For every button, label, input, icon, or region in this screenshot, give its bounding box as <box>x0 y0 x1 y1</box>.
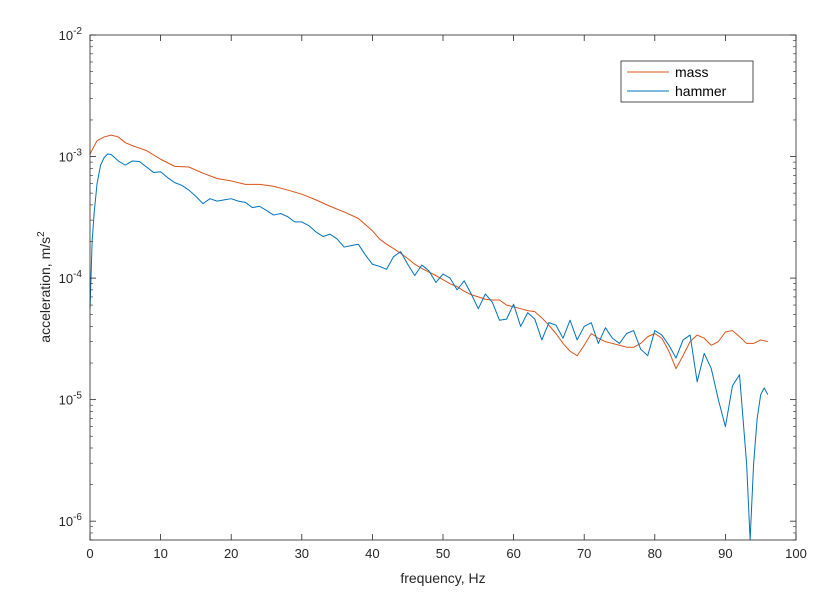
x-tick-label: 60 <box>506 546 520 561</box>
legend-label-mass: mass <box>675 64 708 80</box>
legend: mass hammer <box>620 60 754 103</box>
x-tick-label: 20 <box>224 546 238 561</box>
x-tick-label: 100 <box>785 546 807 561</box>
y-tick-label: 10-3 <box>59 148 83 165</box>
x-tick-label: 10 <box>153 546 167 561</box>
series-group <box>89 134 769 541</box>
x-tick-label: 80 <box>648 546 662 561</box>
y-axis-label: acceleration, m/s2 <box>36 231 53 343</box>
legend-box <box>620 60 754 103</box>
x-tick-label: 70 <box>577 546 591 561</box>
x-axis-label: frequency, Hz <box>400 570 485 586</box>
y-tick-label: 10-4 <box>59 269 83 286</box>
x-tick-label: 30 <box>295 546 309 561</box>
series-line-hammer <box>89 153 769 541</box>
plot-area <box>90 35 796 540</box>
series-line-mass <box>89 134 768 370</box>
x-tick-label: 50 <box>436 546 450 561</box>
y-axis-label-text: acceleration, m/s <box>37 237 53 343</box>
ticks-group: 0 10 20 30 40 50 60 70 80 90 100 10-6 10-5 10-4 10-3 10… <box>59 26 807 561</box>
y-tick-label: 10-2 <box>59 26 83 43</box>
plot-frame <box>89 34 797 541</box>
y-tick-label: 10-6 <box>59 512 83 529</box>
x-tick-label: 40 <box>365 546 379 561</box>
x-tick-label: 90 <box>718 546 732 561</box>
legend-label-hammer: hammer <box>675 83 727 99</box>
y-tick-label: 10-5 <box>59 391 83 408</box>
x-tick-label: 0 <box>86 546 93 561</box>
y-axis-label-superscript: 2 <box>36 231 47 237</box>
